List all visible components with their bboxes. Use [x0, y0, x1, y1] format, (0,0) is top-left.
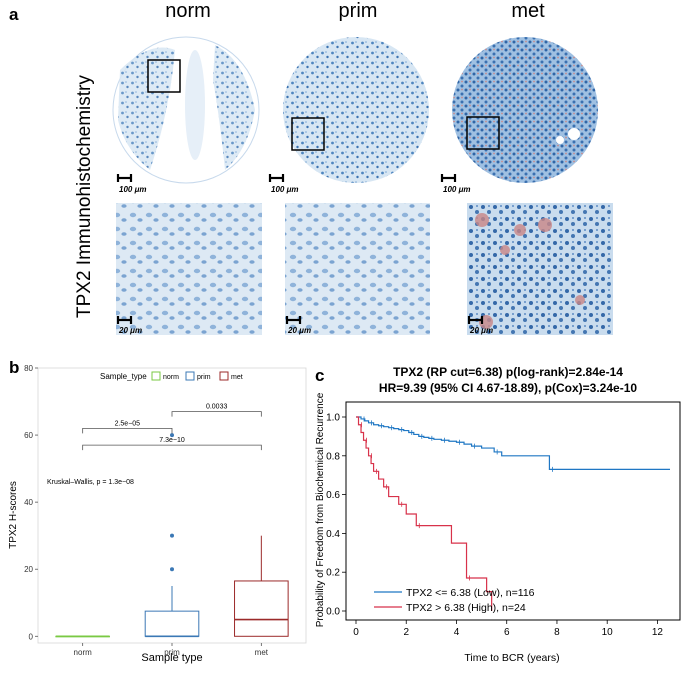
x-tick-label: met — [255, 648, 269, 657]
legend-label-prim: prim — [197, 374, 211, 381]
km-plot-frame — [345, 401, 681, 621]
scale-label-norm-bottom: 20 μm — [119, 326, 143, 335]
scale-label-met-bottom: 20 μm — [470, 326, 494, 335]
y-tick-label: 60 — [24, 431, 33, 440]
zoom-box-met — [466, 116, 500, 150]
box-met — [234, 580, 289, 637]
box-prim — [144, 610, 200, 637]
panel-c-letter: c — [315, 366, 325, 385]
km-title-line1: TPX2 (RP cut=6.38) p(log-rank)=2.84e-14 — [393, 365, 623, 379]
km-y-tick-label: 0.6 — [326, 490, 340, 501]
km-series-low — [356, 416, 670, 470]
significance-label: 7.3e−10 — [159, 437, 185, 444]
y-tick-label: 0 — [29, 632, 34, 641]
legend-label-high: TPX2 > 6.38 (High), n=24 — [406, 602, 526, 614]
scale-label-prim-bottom: 20 μm — [288, 326, 312, 335]
km-y-tick-label: 1.0 — [326, 413, 340, 424]
significance-bracket — [82, 427, 173, 434]
legend-title: Sample_type — [100, 372, 147, 381]
legend-swatch-prim — [185, 371, 195, 381]
scale-label-norm-top: 100 μm — [119, 185, 147, 194]
km-y-tick-label: 0.8 — [326, 451, 340, 462]
km-y-axis-label: Probability of Freedom from Biochemical … — [315, 392, 326, 627]
legend-label-low: TPX2 <= 6.38 (Low), n=116 — [406, 587, 535, 599]
km-x-axis-label: Time to BCR (years) — [464, 652, 559, 664]
inset-norm-image — [116, 203, 262, 335]
core-norm-image — [112, 36, 260, 184]
scale-label-met-top: 100 μm — [443, 185, 471, 194]
legend-label-met: met — [231, 374, 243, 381]
y-tick-label: 40 — [24, 498, 33, 507]
box-y-axis-label: TPX2 H-scores — [8, 481, 19, 549]
scale-bars — [116, 174, 484, 324]
km-x-tick-label: 2 — [403, 627, 409, 638]
box-axes: 0 20 40 60 80 norm prim met — [24, 364, 269, 657]
km-x-tick-label: 8 — [554, 627, 560, 638]
outlier-point-prim — [170, 433, 174, 438]
km-x-tick-label: 12 — [652, 627, 664, 638]
significance-bracket — [171, 411, 262, 417]
km-y-tick-label: 0.0 — [326, 607, 340, 618]
outlier-point-prim — [170, 533, 174, 538]
box-marks — [55, 433, 289, 638]
outlier-point-prim — [170, 567, 174, 572]
legend-label-norm: norm — [163, 374, 179, 381]
km-x-tick-label: 4 — [454, 627, 460, 638]
box-x-axis-label: Sample type — [141, 652, 202, 664]
km-lines — [356, 416, 670, 611]
column-title-prim: prim — [338, 0, 378, 22]
box-chart: Sample_type norm prim met 0 20 40 60 80 norm pri… — [8, 364, 307, 664]
y-tick-label: 20 — [24, 565, 33, 574]
panel-a-letter: a — [9, 5, 19, 24]
y-tick-label: 80 — [24, 364, 33, 373]
box-brackets: 0.0033 2.5e−05 7.3e−10 — [82, 404, 262, 451]
legend-swatch-norm — [151, 371, 161, 381]
column-title-norm: norm — [165, 0, 211, 22]
km-y-tick-label: 0.2 — [326, 568, 340, 579]
zoom-box-norm — [147, 59, 181, 93]
significance-bracket — [82, 444, 262, 451]
km-series-high — [356, 416, 493, 611]
km-legend: TPX2 <= 6.38 (Low), n=116 TPX2 > 6.38 (H… — [374, 587, 535, 614]
km-x-tick-label: 0 — [353, 627, 359, 638]
scale-label-prim-top: 100 μm — [271, 185, 299, 194]
km-y-tick-label: 0.4 — [326, 529, 340, 540]
zoom-box-prim — [291, 117, 325, 151]
kruskal-annotation: Kruskal–Wallis, p = 1.3e−08 — [47, 479, 134, 486]
panel-b-letter: b — [9, 358, 20, 377]
km-x-tick-label: 10 — [602, 627, 614, 638]
inset-prim-image — [285, 203, 430, 335]
significance-label: 0.0033 — [206, 404, 228, 411]
km-axes: 0 2 4 6 8 10 12 0.0 0.2 0.4 0.6 0.8 1.0 — [326, 413, 663, 639]
ihc-images — [112, 36, 613, 335]
km-chart: TPX2 (RP cut=6.38) p(log-rank)=2.84e-14 … — [315, 365, 681, 664]
box-legend: Sample_type norm prim met — [100, 371, 243, 381]
column-title-met: met — [511, 0, 545, 22]
legend-swatch-met — [219, 371, 229, 381]
core-prim-image — [283, 37, 429, 183]
x-tick-label: norm — [74, 648, 93, 657]
x-tick-label: prim — [164, 648, 180, 657]
km-x-tick-label: 6 — [504, 627, 510, 638]
km-title-line2: HR=9.39 (95% CI 4.67-18.89), p(Cox)=3.24… — [379, 381, 637, 395]
core-met-image — [452, 37, 598, 183]
significance-label: 2.5e−05 — [115, 420, 141, 427]
